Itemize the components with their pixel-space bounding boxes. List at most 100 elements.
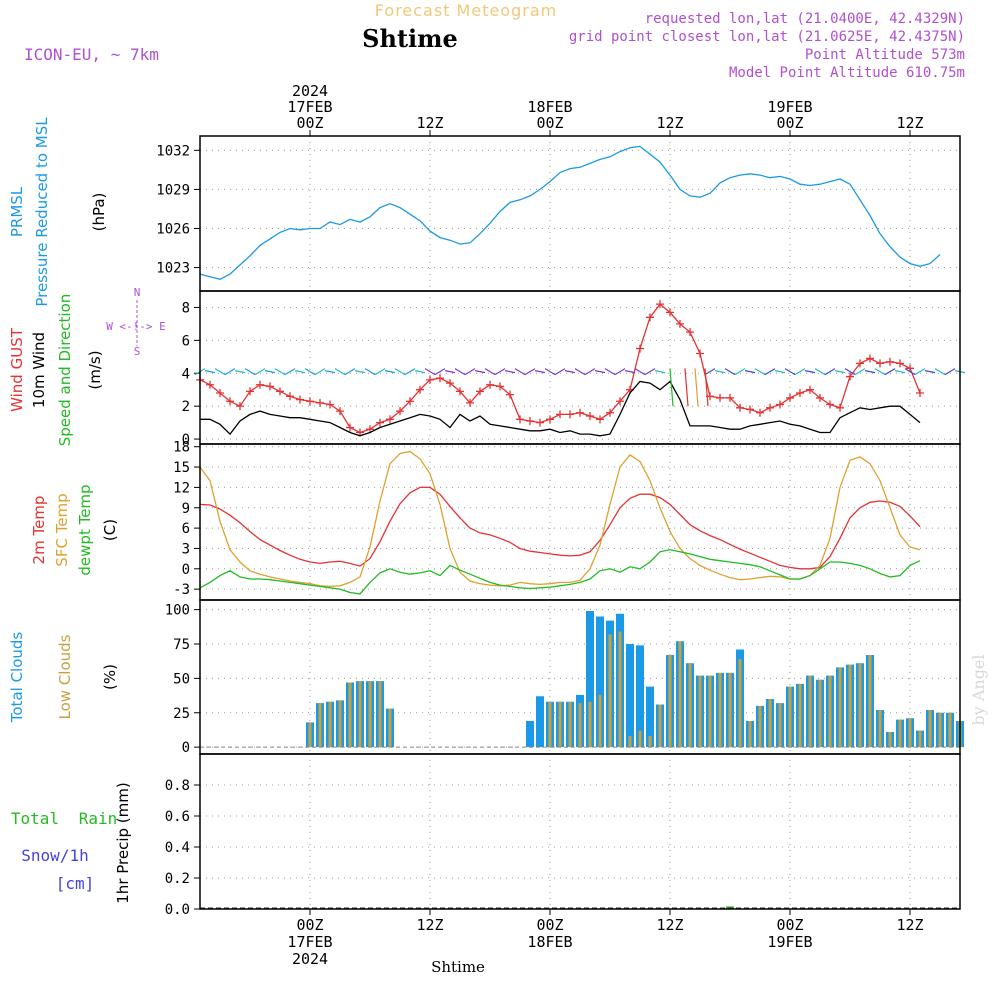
bar-low-clouds (558, 701, 562, 748)
prmsl-label: PRMSL (8, 186, 26, 237)
wind-direction-arrow (864, 370, 876, 374)
wind-direction-arrow (204, 370, 216, 374)
wind-direction-arrow (764, 368, 776, 376)
ms-unit-label: (m/s) (86, 350, 104, 389)
gust-marker (496, 382, 504, 391)
bar-low-clouds (908, 718, 912, 748)
wind-direction-arrow (814, 368, 826, 376)
bar-low-clouds (668, 655, 672, 748)
gust-marker (216, 389, 224, 397)
wind-direction-arrow (704, 368, 716, 376)
bar-low-clouds (638, 730, 642, 748)
wind-direction-arrow (394, 368, 406, 376)
wind-direction-arrow (914, 368, 926, 376)
wind-direction-arrow (824, 368, 836, 376)
gust-marker (446, 379, 454, 388)
y-tick-label: 0.2 (165, 871, 190, 887)
wind-direction-arrow (714, 370, 726, 374)
wind-direction-arrow (754, 368, 766, 376)
footer-location: Shtime (431, 958, 485, 976)
gust-marker (826, 400, 834, 409)
top-time-label: 12Z (656, 114, 683, 132)
bar-low-clouds (318, 703, 322, 748)
gust-marker (856, 359, 864, 368)
wind-direction-arrow (904, 368, 916, 376)
wind-direction-arrow (644, 368, 656, 376)
wind-direction-arrow (404, 368, 416, 376)
bar-low-clouds (898, 719, 902, 748)
bottom-time-label: 00Z (776, 916, 803, 934)
wind-direction-arrow (444, 370, 456, 374)
wind-direction-arrow (744, 370, 756, 374)
gust-marker (886, 357, 894, 366)
dewpt-temp-label: dewpt Temp (76, 484, 94, 575)
gust-marker (466, 398, 474, 407)
wind-direction-arrow (874, 368, 886, 376)
gust-marker (716, 393, 724, 402)
wind-direction-arrow (634, 368, 646, 376)
bar-low-clouds (648, 736, 652, 748)
gust-marker (456, 387, 464, 396)
rain-label: Rain (79, 809, 118, 828)
y-tick-label: 0 (182, 562, 190, 578)
wind-direction-arrow (884, 368, 896, 376)
watermark: by Angel (969, 654, 988, 725)
gust-marker (656, 300, 664, 309)
bar-low-clouds (928, 710, 932, 748)
y-tick-label: 2 (182, 399, 190, 415)
bar-low-clouds (628, 736, 632, 748)
gust-marker (206, 380, 214, 389)
gust-marker (326, 400, 334, 409)
wind-direction-arrow (264, 370, 276, 374)
wind-direction-arrow (324, 370, 336, 374)
series-sfc-temp (199, 450, 921, 588)
wind-direction-arrow (464, 368, 476, 376)
bar-low-clouds (838, 667, 842, 748)
bar-low-clouds (828, 675, 832, 748)
wind-direction-arrow (564, 370, 576, 374)
wind-direction-arrow (494, 368, 506, 376)
bar-total-clouds (646, 686, 654, 748)
bottom-time-label: 12Z (896, 916, 923, 934)
gust-marker (576, 408, 584, 417)
y-tick-label: 0 (182, 432, 190, 448)
y-tick-label: 25 (173, 706, 190, 722)
compass-south: S (134, 345, 141, 358)
y-tick-label: -3 (173, 582, 190, 598)
wind-direction-arrow (514, 368, 526, 376)
bottom-time-label: 00Z (536, 916, 563, 934)
point-altitude: Point Altitude 573m (805, 47, 965, 63)
wind-direction-arrow (334, 368, 346, 376)
bar-low-clouds (918, 730, 922, 748)
wind-direction-arrow (414, 370, 426, 374)
y-tick-label: 9 (182, 501, 190, 517)
bar-low-clouds (848, 664, 852, 748)
bar-low-clouds (678, 641, 682, 748)
bottom-time-label: 12Z (656, 916, 683, 934)
panel-precip: 0.0 0.2 0.4 0.6 0.8 (165, 753, 961, 918)
wind-direction-arrow (669, 368, 674, 407)
wind-direction-arrow (384, 370, 396, 374)
wind-direction-arrow (594, 370, 606, 374)
grid-point-coords: grid point closest lon,lat (21.0625E, 42… (569, 29, 965, 45)
snow-unit-label: [cm] (56, 874, 95, 893)
wind-direction-arrow (794, 368, 806, 376)
requested-coords: requested lon,lat (21.0400E, 42.4329N) (645, 11, 965, 27)
gust-marker (486, 380, 494, 389)
gust-marker (736, 403, 744, 412)
top-time-label: 00Z (296, 114, 323, 132)
gust-marker (236, 402, 244, 411)
bar-low-clouds (798, 683, 802, 748)
wind-direction-arrow (774, 370, 786, 374)
bar-low-clouds (938, 712, 942, 748)
bottom-time-label: 18FEB (527, 933, 572, 951)
bar-low-clouds (778, 703, 782, 748)
y-tick-label: 0 (182, 740, 190, 756)
gust-marker (526, 416, 534, 425)
bar-total-clouds (586, 611, 594, 748)
panel-pressure: 1023 1026 1029 1032 (156, 135, 961, 292)
y-tick-label: 1032 (156, 143, 190, 159)
panel-frame-precip (199, 753, 961, 910)
bottom-time-label: 12Z (416, 916, 443, 934)
